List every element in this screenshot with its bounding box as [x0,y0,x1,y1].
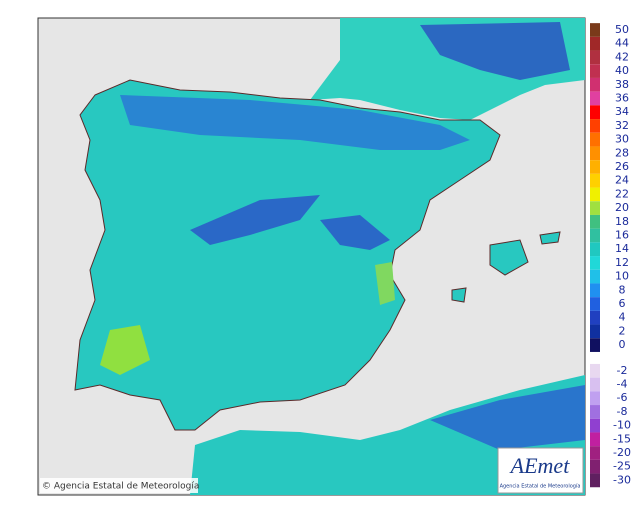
ibiza [451,287,467,303]
iberico-cold [320,215,390,250]
legend-label: -2 [617,364,628,377]
legend-label: 0 [619,338,626,351]
atlas-cold [430,385,585,450]
legend-label: 14 [615,242,629,255]
legend-label: 18 [615,215,629,228]
alps-cold [420,22,570,80]
credit: © Agencia Estatal de Meteorología [42,482,199,492]
legend-label: -15 [613,432,631,445]
legend-label: -25 [613,460,631,473]
mallorca [489,239,529,276]
legend-swatch [590,91,600,106]
logo-subtitle: Agencia Estatal de Meteorología [500,483,581,490]
legend-label: 32 [615,119,629,132]
legend-label: 12 [615,256,629,269]
legend-label: -10 [613,419,631,432]
legend-swatch [590,160,600,174]
legend-swatch [590,269,600,284]
legend-swatch [590,105,600,120]
legend-label: 50 [615,23,629,36]
legend-swatch [590,214,600,229]
legend-swatch [590,64,600,78]
legend-swatch [590,324,600,339]
legend-swatch [590,283,600,298]
legend-swatch [590,418,600,433]
menorca [539,231,561,245]
central-cold [190,195,320,245]
legend-swatch [590,473,600,488]
legend-swatch [590,310,600,325]
legend-label: 28 [615,146,629,159]
legend-label: 44 [615,37,629,50]
legend-label: -8 [617,405,628,418]
legend-swatch [590,50,600,65]
legend-label: -20 [613,446,631,459]
legend-swatch [590,228,600,243]
valencia-warm [375,262,395,305]
legend-label: 30 [615,133,629,146]
guadalquivir-warm [100,325,150,375]
legend-swatch [590,36,600,51]
legend-label: 2 [619,324,626,337]
legend-label: 24 [615,174,629,187]
legend-swatch [590,338,600,352]
legend-label: 36 [615,92,629,105]
legend-label: 38 [615,78,629,91]
legend-swatch [590,132,600,147]
logo-box [497,447,584,494]
legend-swatch [590,363,600,378]
legend-label: 42 [615,50,629,63]
cantabrian-cold [120,95,470,150]
legend-swatch [590,459,600,474]
legend-swatch [590,405,600,419]
legend-swatch [590,256,600,270]
legend-swatch [590,119,600,133]
legend-label: 26 [615,160,629,173]
legend-swatch [590,23,600,37]
iberia [74,79,501,431]
legend-label: -4 [617,378,628,391]
legend-swatch [590,146,600,161]
legend-swatch [590,391,600,406]
legend-label: 16 [615,229,629,242]
legend-label: -30 [613,473,631,486]
legend-swatch [590,77,600,92]
legend-label: 4 [619,311,626,324]
legend-label: 10 [615,270,629,283]
legend-label: -6 [617,391,628,404]
legend-swatch [590,201,600,215]
legend-swatch [590,432,600,447]
legend-label: 6 [619,297,626,310]
legend-label: 8 [619,283,626,296]
legend-label: 34 [615,105,629,118]
legend-swatch [590,173,600,188]
logo-name: AEmet [509,453,571,478]
legend-swatch [590,297,600,311]
legend-label: 40 [615,64,629,77]
legend-swatch [590,446,600,460]
credit-bg [40,478,198,493]
legend-label: 22 [615,187,629,200]
legend-swatch [590,377,600,392]
legend-swatch [590,242,600,257]
legend-swatch [590,187,600,202]
legend-label: 20 [615,201,629,214]
